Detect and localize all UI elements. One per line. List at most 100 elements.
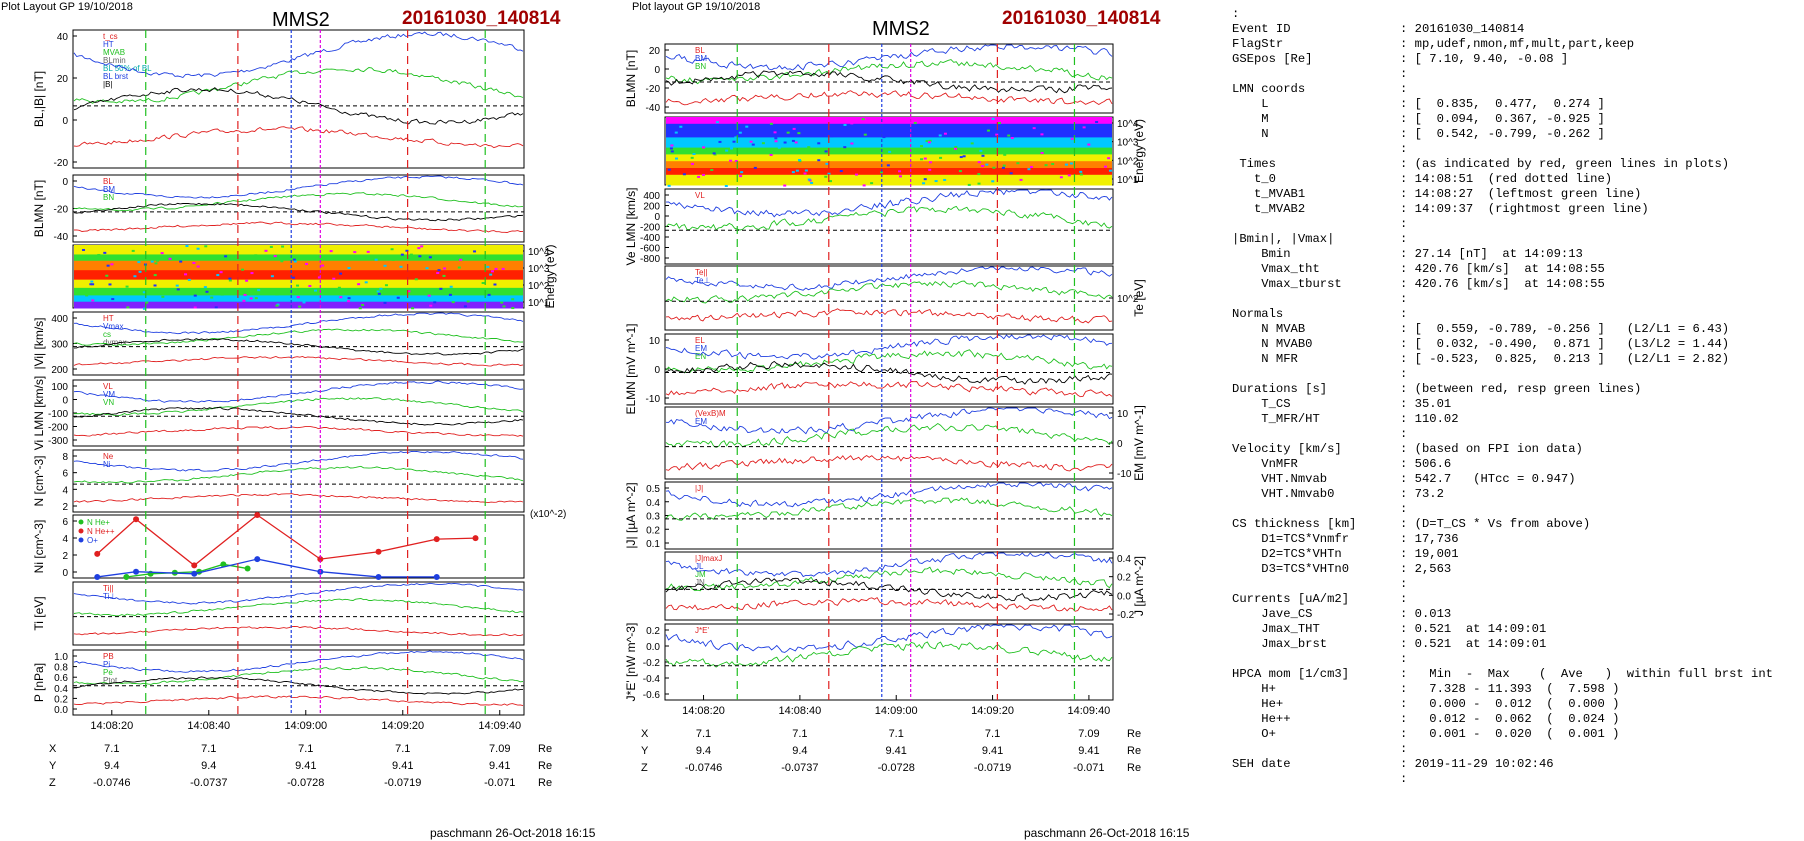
right-spectrogram-speck (1081, 125, 1085, 128)
right-legend-entry: Te|| (695, 268, 708, 277)
right-legend-entry: EL (695, 336, 705, 345)
right-spectrogram-speck (855, 173, 859, 176)
left-series-line (73, 356, 524, 367)
right-spectrogram-speck (898, 170, 902, 173)
info-value: : (1400, 142, 1408, 156)
info-row: CS thickness [km]: (D=T_CS * Vs from abo… (1232, 517, 1802, 532)
info-key: N MFR (1232, 352, 1298, 366)
right-spectrogram-speck (880, 171, 884, 174)
right-spectrogram-speck (1051, 162, 1055, 165)
left-spectrogram-speck (486, 265, 490, 268)
left-spectrogram-speck (275, 293, 279, 296)
info-row: : (1232, 367, 1802, 382)
right-legend-entry: EM (695, 344, 707, 353)
info-value: : mp,udef,nmon,mf,mult,part,keep (1400, 37, 1635, 51)
right-spectrogram-speck (943, 178, 947, 181)
info-key: t_0 (1232, 172, 1276, 186)
right-ytick: 0.2 (646, 525, 660, 536)
right-spectrogram-speck (1059, 176, 1063, 179)
info-key: t_MVAB1 (1232, 187, 1306, 201)
right-ytick: -200 (640, 223, 660, 234)
left-orbit-value: -0.0719 (384, 777, 421, 789)
left-legend-entry: MVAB (103, 48, 125, 57)
right-spectrogram-speck (1107, 157, 1111, 160)
left-spectrogram-speck (187, 278, 191, 281)
right-spectrogram-speck (669, 147, 673, 150)
right-ytick: 0.5 (646, 484, 660, 495)
left-ytick: 200 (51, 365, 68, 376)
info-value: : 0.012 - 0.062 ( 0.024 ) (1400, 712, 1620, 726)
right-series-line (665, 280, 1113, 304)
left-spectrogram-band (74, 254, 523, 262)
left-spectrogram-speck (80, 295, 84, 298)
right-legend-entry: BN (695, 62, 706, 71)
left-spectrogram-speck (364, 281, 368, 284)
right-spectrogram-speck (783, 141, 787, 144)
right-series-line (665, 266, 1113, 291)
right-ytick: 10^1 (1117, 175, 1139, 186)
right-spectrogram-speck (791, 139, 795, 142)
info-key: N MVAB0 (1232, 337, 1313, 351)
left-legend-entry: BLmin (103, 56, 126, 65)
left-ytick: 0 (62, 396, 68, 407)
right-time-tick-label: 14:09:00 (875, 705, 918, 717)
right-spectrogram-speck (962, 155, 966, 158)
info-key: FlagStr (1232, 37, 1284, 51)
right-legend-entry: J*E' (695, 626, 709, 635)
info-key: He++ (1232, 712, 1291, 726)
right-spectrogram-speck (1051, 131, 1055, 134)
left-orbit-value: -0.0728 (287, 777, 324, 789)
left-legend-entry: BL brst (103, 72, 129, 81)
left-spectrogram-speck (102, 289, 106, 292)
info-row: Jmax_THT: 0.521 at 14:09:01 (1232, 622, 1802, 637)
right-spectrogram-speck (939, 156, 943, 159)
right-time-tick-label: 14:08:40 (778, 705, 821, 717)
left-spectrogram-speck (131, 249, 135, 252)
left-legend-entry: VL (103, 382, 113, 391)
info-value: : 14:09:37 (rightmost green line) (1400, 202, 1649, 216)
right-orbit-value: 7.1 (985, 728, 1000, 740)
right-spectrogram-speck (777, 146, 781, 149)
right-legend-entry: EM (695, 417, 707, 426)
left-spectrogram-speck (204, 245, 208, 248)
left-data-point (254, 556, 261, 563)
left-data-point (433, 573, 440, 580)
left-spectrogram-speck (396, 296, 400, 299)
right-orbit-unit: Re (1127, 745, 1141, 757)
left-series-line (73, 465, 524, 484)
info-value: : 27.14 [nT] at 14:09:13 (1400, 247, 1583, 261)
right-ytick: -20 (646, 84, 661, 95)
right-series-line (665, 566, 1113, 592)
right-spectrogram-speck (797, 132, 801, 135)
right-spectrogram-speck (935, 130, 939, 133)
info-key: Event ID (1232, 22, 1291, 36)
right-legend-entry: JM (695, 570, 706, 579)
right-ylabel: Te [eV] (1132, 279, 1146, 316)
left-spectrogram-speck (125, 285, 129, 288)
info-value: : Min - Max ( Ave ) within full brst int (1400, 667, 1773, 681)
left-series-line (73, 625, 524, 637)
left-spectrogram-speck (90, 280, 94, 283)
left-signature: paschmann 26-Oct-2018 16:15 (430, 826, 596, 840)
right-spectrogram-speck (701, 132, 705, 135)
info-key: Jmax_THT (1232, 622, 1320, 636)
left-ylabel: Ti [eV] (32, 596, 46, 630)
right-orbit-label: Z (641, 762, 648, 774)
left-spectrogram-speck (384, 284, 388, 287)
info-row: t_0: 14:08:51 (red dotted line) (1232, 172, 1802, 187)
left-orbit-value: 9.4 (201, 760, 216, 772)
right-series-line (665, 407, 1113, 435)
info-row: T_MFR/HT: 110.02 (1232, 412, 1802, 427)
right-ytick: 10^4 (1117, 119, 1139, 130)
left-spectrogram-speck (439, 287, 443, 290)
left-spectrogram-speck (366, 250, 370, 253)
left-data-point (220, 561, 227, 568)
left-ylabel: Ni [cm^-3] (32, 520, 46, 574)
left-spectrogram-speck (214, 306, 218, 309)
left-orbit-value: -0.0737 (190, 777, 227, 789)
right-spectrogram-speck (977, 161, 981, 164)
info-row: HPCA mom [1/cm3]: Min - Max ( Ave ) with… (1232, 667, 1802, 682)
left-time-tick-label: 14:09:20 (381, 720, 424, 732)
info-value: : (1400, 742, 1408, 756)
left-spectrogram-speck (133, 275, 137, 278)
